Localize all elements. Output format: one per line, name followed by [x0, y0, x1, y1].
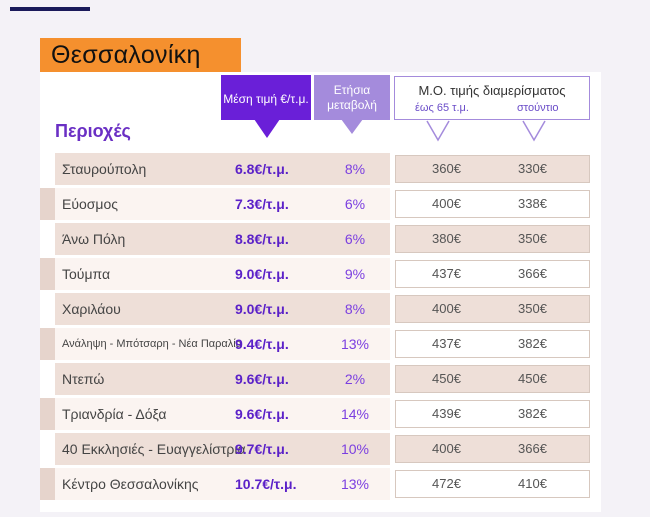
apartment-65-value: 400€ [432, 196, 461, 211]
region-name: Ανάληψη - Μπότσαρη - Νέα Παραλία [62, 338, 243, 350]
row-background [55, 293, 390, 325]
apartment-65-value: 450€ [432, 371, 461, 386]
annual-change-value: 10% [340, 441, 370, 457]
apartment-65-arrow-icon [426, 120, 450, 142]
table-row: Ντεπώ 9.6€/τ.μ. 2% 450€ 450€ [55, 363, 605, 395]
annual-change-value: 14% [340, 406, 370, 422]
avg-price-value: 9.6€/τ.μ. [235, 371, 289, 387]
row-background [55, 328, 390, 360]
avg-price-value: 6.8€/τ.μ. [235, 161, 289, 177]
studio-value: 450€ [518, 371, 547, 386]
row-background [55, 433, 390, 465]
apartment-price-cell: 380€ 350€ [395, 225, 590, 253]
table-row: Ανάληψη - Μπότσαρη - Νέα Παραλία 9.4€/τ.μ… [40, 328, 605, 360]
region-name: Τριανδρία - Δόξα [62, 406, 167, 422]
apartment-price-cell: 472€ 410€ [395, 470, 590, 498]
annual-change-value: 2% [344, 371, 366, 387]
annual-change-value: 9% [344, 266, 366, 282]
region-name: Χαριλάου [62, 301, 121, 317]
apartment-65-value: 400€ [432, 301, 461, 316]
region-name: Εύοσμος [62, 196, 119, 212]
apartment-65-value: 380€ [432, 231, 461, 246]
studio-value: 382€ [518, 336, 547, 351]
apartment-price-cell: 360€ 330€ [395, 155, 590, 183]
row-left-strip [40, 188, 55, 220]
table-row: Άνω Πόλη 8.8€/τ.μ. 6% 380€ 350€ [55, 223, 605, 255]
apartment-price-cell: 437€ 382€ [395, 330, 590, 358]
row-background [55, 258, 390, 290]
apartment-price-header: Μ.Ο. τιμής διαμερίσματος έως 65 τ.μ. στο… [394, 76, 590, 120]
apartment-65-value: 439€ [432, 406, 461, 421]
table-row: Κέντρο Θεσσαλονίκης 10.7€/τ.μ. 13% 472€ 410€ [40, 468, 605, 500]
annual-change-value: 6% [344, 231, 366, 247]
page-title: Θεσσαλονίκη [40, 38, 241, 72]
annual-change-value: 8% [344, 161, 366, 177]
avg-price-header: Μέση τιμή €/τ.μ. [221, 75, 311, 120]
row-background [55, 223, 390, 255]
row-background [55, 188, 390, 220]
apartment-price-cell: 439€ 382€ [395, 400, 590, 428]
region-name: 40 Εκκλησιές - Ευαγγελίστρια [62, 441, 246, 457]
apartment-price-cell: 450€ 450€ [395, 365, 590, 393]
studio-value: 338€ [518, 196, 547, 211]
apartment-price-title: Μ.Ο. τιμής διαμερίσματος [418, 83, 566, 98]
table-row: 40 Εκκλησιές - Ευαγγελίστρια 9.7€/τ.μ. 10%… [55, 433, 605, 465]
region-name: Κέντρο Θεσσαλονίκης [62, 476, 199, 492]
apartment-price-cell: 437€ 366€ [395, 260, 590, 288]
apartment-65-value: 360€ [432, 161, 461, 176]
region-name: Ντεπώ [62, 371, 105, 387]
avg-price-value: 8.8€/τ.μ. [235, 231, 289, 247]
annual-change-arrow-icon [341, 119, 363, 134]
studio-value: 366€ [518, 266, 547, 281]
row-background [55, 398, 390, 430]
studio-value: 410€ [518, 476, 547, 491]
row-left-strip [40, 258, 55, 290]
avg-price-value: 9.4€/τ.μ. [235, 336, 289, 352]
apartment-65-value: 437€ [432, 336, 461, 351]
annual-change-value: 6% [344, 196, 366, 212]
avg-price-value: 7.3€/τ.μ. [235, 196, 289, 212]
row-background [55, 153, 390, 185]
studio-value: 350€ [518, 231, 547, 246]
table-row: Εύοσμος 7.3€/τ.μ. 6% 400€ 338€ [40, 188, 605, 220]
studio-arrow-icon [522, 120, 546, 142]
studio-value: 330€ [518, 161, 547, 176]
top-accent-bar [10, 7, 90, 11]
apartment-price-cell: 400€ 366€ [395, 435, 590, 463]
table-row: Σταυρούπολη 6.8€/τ.μ. 8% 360€ 330€ [55, 153, 605, 185]
avg-price-arrow-icon [254, 119, 280, 138]
table-row: Τριανδρία - Δόξα 9.6€/τ.μ. 14% 439€ 382€ [40, 398, 605, 430]
row-left-strip [40, 398, 55, 430]
studio-subheader: στούντιο [517, 102, 559, 114]
row-background [55, 468, 390, 500]
studio-value: 350€ [518, 301, 547, 316]
table-row: Τούμπα 9.0€/τ.μ. 9% 437€ 366€ [40, 258, 605, 290]
regions-header: Περιοχές [55, 121, 131, 141]
table-row: Χαριλάου 9.0€/τ.μ. 8% 400€ 350€ [55, 293, 605, 325]
apartment-65-value: 400€ [432, 441, 461, 456]
apartment-65-value: 472€ [432, 476, 461, 491]
apartment-65-value: 437€ [432, 266, 461, 281]
row-background [55, 363, 390, 395]
avg-price-value: 9.0€/τ.μ. [235, 301, 289, 317]
annual-change-value: 13% [340, 476, 370, 492]
region-name: Τούμπα [62, 266, 111, 282]
avg-price-value: 9.6€/τ.μ. [235, 406, 289, 422]
avg-price-value: 10.7€/τ.μ. [235, 476, 297, 492]
region-name: Σταυρούπολη [62, 161, 147, 177]
annual-change-value: 13% [340, 336, 370, 352]
row-left-strip [40, 468, 55, 500]
studio-value: 382€ [518, 406, 547, 421]
apartment-price-cell: 400€ 350€ [395, 295, 590, 323]
region-name: Άνω Πόλη [62, 231, 126, 247]
annual-change-value: 8% [344, 301, 366, 317]
annual-change-header: Ετήσια μεταβολή [314, 75, 390, 120]
apartment-price-cell: 400€ 338€ [395, 190, 590, 218]
avg-price-value: 9.0€/τ.μ. [235, 266, 289, 282]
row-left-strip [40, 328, 55, 360]
avg-price-value: 9.7€/τ.μ. [235, 441, 289, 457]
studio-value: 366€ [518, 441, 547, 456]
apartment-65-subheader: έως 65 τ.μ. [415, 102, 469, 114]
